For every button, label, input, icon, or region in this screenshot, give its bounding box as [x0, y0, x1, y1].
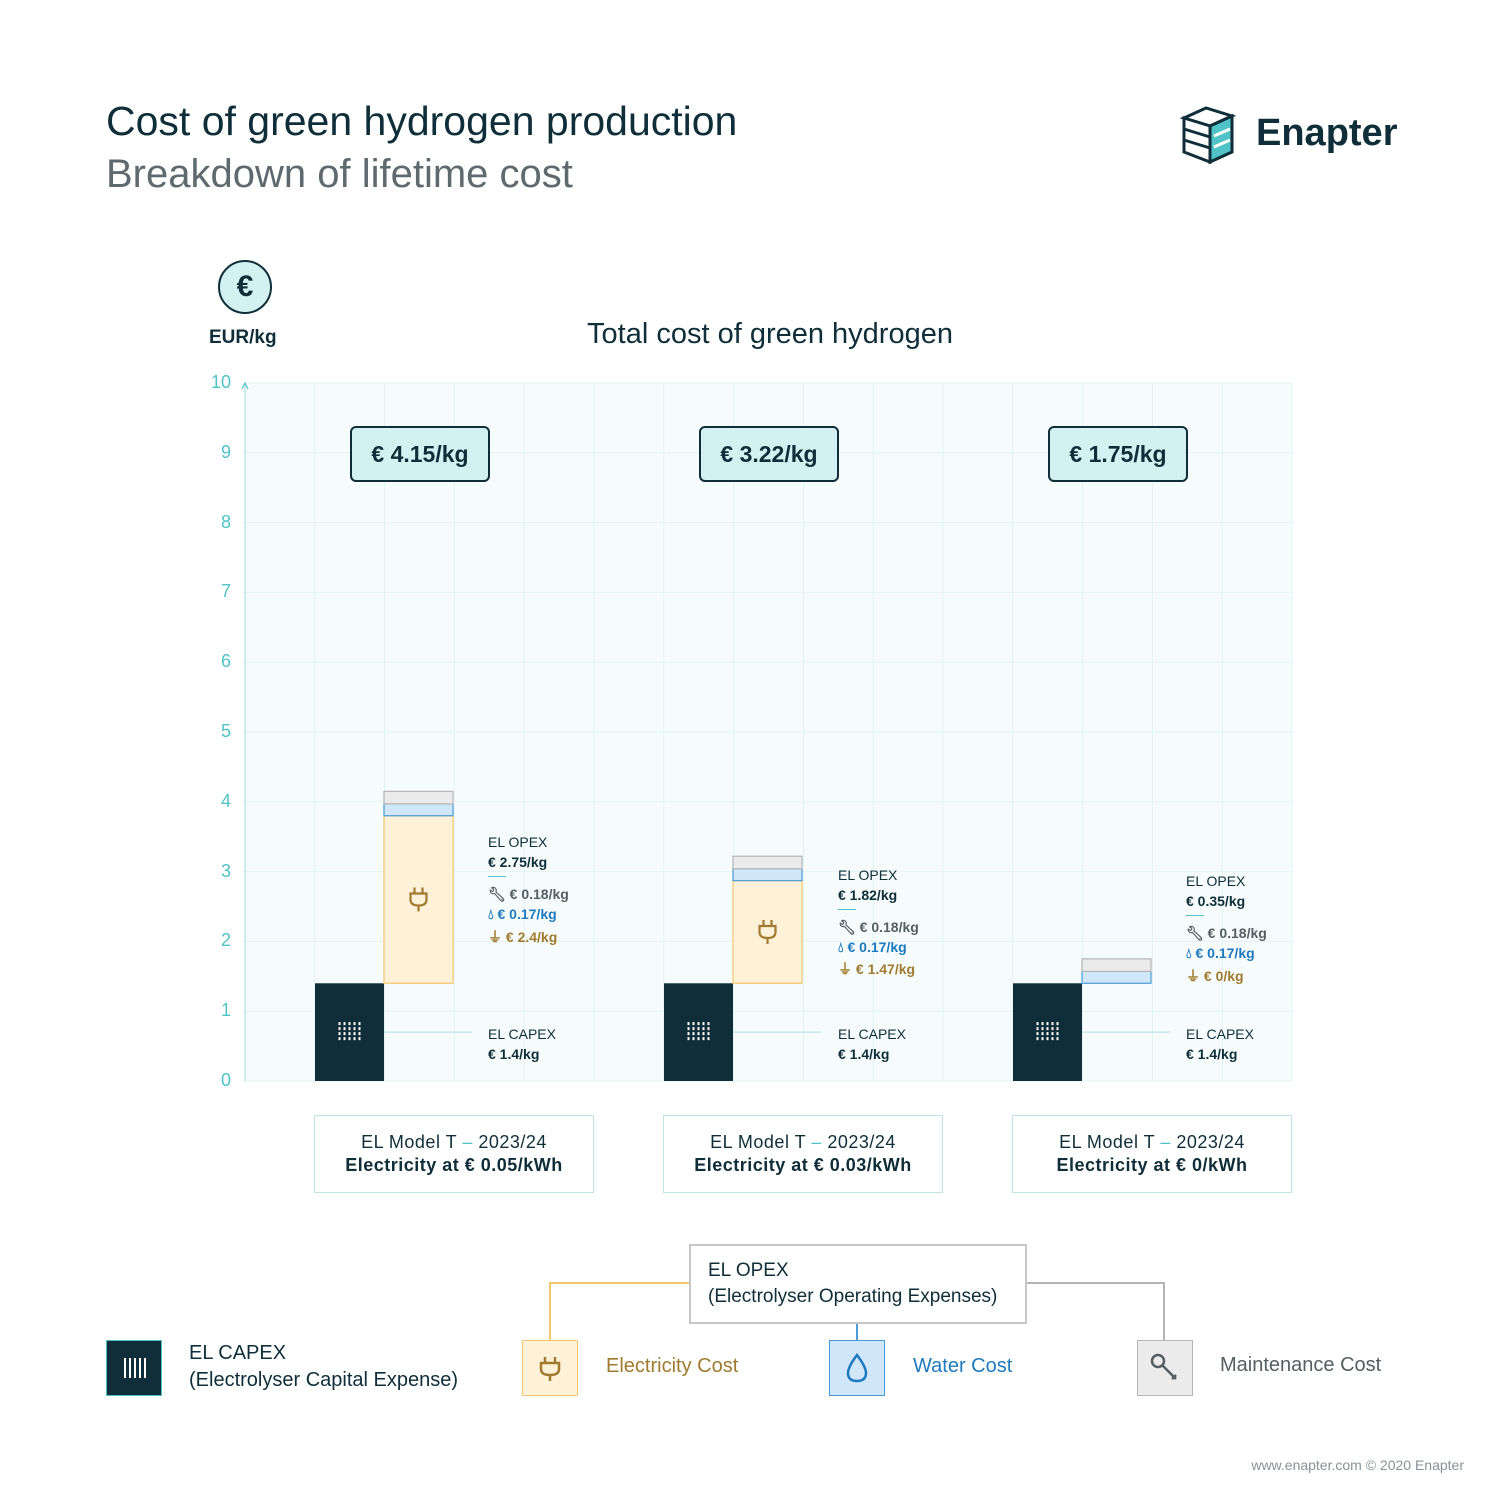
scenario-label-3: EL Model T – 2023/24 Electricity at € 0/…	[1012, 1115, 1292, 1193]
opex-label: EL OPEX	[1186, 873, 1246, 889]
maintenance-annotation-2: 🔧︎ € 0.18/kg	[838, 919, 919, 935]
plug-icon: ⏚	[488, 929, 506, 945]
total-label-1: € 4.15/kg	[350, 426, 490, 482]
legend-maintenance-swatch	[1137, 1340, 1193, 1396]
footer-credit: www.enapter.com © 2020 Enapter	[1251, 1457, 1464, 1473]
y-tick-label: 2	[220, 930, 231, 951]
wrench-icon: 🔧︎	[1186, 925, 1208, 941]
legend-capex-title: EL CAPEX	[189, 1342, 287, 1364]
maintenance-annotation-3: 🔧︎ € 0.18/kg	[1186, 925, 1267, 941]
maintenance-bar	[1081, 958, 1152, 973]
water-bar	[383, 803, 454, 817]
wrench-icon	[1150, 1353, 1177, 1380]
page-subtitle: Breakdown of lifetime cost	[106, 152, 573, 196]
opex-divider	[838, 909, 856, 910]
total-label-3: € 1.75/kg	[1048, 426, 1188, 482]
opex-value: € 1.82/kg	[838, 887, 898, 903]
y-tick-label: 0	[220, 1070, 231, 1090]
maintenance-bar	[383, 790, 454, 805]
opex-value: € 2.75/kg	[488, 854, 548, 870]
electricity-bar	[383, 815, 454, 984]
capex-annotation-3: EL CAPEX € 1.4/kg	[1186, 1024, 1254, 1064]
legend-capex-desc: (Electrolyser Capital Expense)	[189, 1369, 458, 1391]
legend-connectors	[549, 1282, 1165, 1340]
scenario-label-1: EL Model T – 2023/24 Electricity at € 0.…	[314, 1115, 594, 1193]
y-axis-arrow	[241, 381, 249, 390]
brand-name: Enapter	[1256, 112, 1398, 154]
drop-icon: 💧︎	[488, 906, 498, 922]
legend-maintenance-label: Maintenance Cost	[1220, 1354, 1382, 1376]
water-bar	[1081, 970, 1152, 984]
wrench-icon: 🔧︎	[838, 919, 860, 935]
total-label-2: € 3.22/kg	[699, 426, 839, 482]
y-tick-label: 3	[220, 860, 231, 881]
drop-icon: 💧︎	[1186, 945, 1196, 961]
opex-divider	[1186, 915, 1204, 916]
opex-value: € 0.35/kg	[1186, 893, 1246, 909]
y-tick-label: 7	[220, 581, 231, 602]
maintenance-annotation-1: 🔧︎ € 0.18/kg	[488, 886, 569, 902]
chart-svg	[241, 381, 1293, 1082]
plug-icon: ⏚	[838, 961, 856, 977]
y-tick-label: 10	[210, 372, 231, 392]
y-tick-label: 6	[220, 651, 231, 672]
brand-logo: Enapter	[1179, 104, 1410, 165]
legend-opex-title: EL OPEX	[708, 1260, 789, 1281]
chart-title: Total cost of green hydrogen	[587, 318, 953, 350]
opex-label: EL OPEX	[488, 834, 548, 850]
plug-icon	[758, 919, 777, 944]
euro-icon: €	[218, 260, 272, 314]
legend-opex-desc: (Electrolyser Operating Expenses)	[708, 1286, 998, 1307]
legend-capex-swatch	[106, 1340, 162, 1396]
capex-label: EL CAPEX	[488, 1026, 556, 1042]
electricity-bar	[732, 880, 803, 984]
opex-label: EL OPEX	[838, 867, 898, 883]
y-tick-label: 1	[220, 1000, 231, 1021]
opex-annotation-2: EL OPEX € 1.82/kg	[838, 865, 897, 905]
legend-water-label: Water Cost	[913, 1355, 1013, 1377]
wrench-icon: 🔧︎	[488, 886, 510, 902]
capex-annotation-1: EL CAPEX € 1.4/kg	[488, 1024, 556, 1064]
legend-water-swatch	[829, 1340, 885, 1396]
opex-divider	[488, 876, 506, 877]
page-title: Cost of green hydrogen production	[106, 98, 738, 144]
water-bar	[732, 868, 803, 882]
opex-annotation-1: EL OPEX € 2.75/kg	[488, 832, 547, 872]
scenario-label-2: EL Model T – 2023/24 Electricity at € 0.…	[663, 1115, 943, 1193]
capex-value: € 1.4/kg	[838, 1046, 890, 1062]
electricity-annotation-2: ⏚ € 1.47/kg	[838, 961, 916, 977]
electricity-annotation-3: ⏚ € 0/kg	[1186, 968, 1244, 984]
water-annotation-3: 💧︎ € 0.17/kg	[1186, 945, 1255, 961]
opex-annotation-3: EL OPEX € 0.35/kg	[1186, 871, 1245, 911]
water-drop-icon	[846, 1352, 868, 1383]
legend-electricity-swatch	[522, 1340, 578, 1396]
capex-value: € 1.4/kg	[1186, 1046, 1238, 1062]
legend-opex-box: EL OPEX (Electrolyser Operating Expenses…	[689, 1244, 1027, 1324]
y-axis-unit: EUR/kg	[209, 327, 277, 348]
water-annotation-1: 💧︎ € 0.17/kg	[488, 906, 557, 922]
y-tick-label: 4	[220, 790, 231, 811]
electricity-annotation-1: ⏚ € 2.4/kg	[488, 929, 558, 945]
capex-label: EL CAPEX	[838, 1026, 906, 1042]
electrolyser-icon	[124, 1358, 146, 1378]
plug-icon	[409, 887, 428, 912]
y-tick-label: 5	[220, 721, 231, 741]
plug-icon: ⏚	[1186, 968, 1204, 984]
y-tick-label: 9	[220, 441, 231, 462]
enapter-logo-icon	[1179, 106, 1237, 165]
capex-annotation-2: EL CAPEX € 1.4/kg	[838, 1024, 906, 1064]
capex-label: EL CAPEX	[1186, 1026, 1254, 1042]
capex-value: € 1.4/kg	[488, 1046, 540, 1062]
y-tick-label: 8	[220, 511, 231, 532]
maintenance-bar	[732, 855, 803, 870]
plug-icon	[539, 1357, 561, 1381]
drop-icon: 💧︎	[838, 939, 848, 955]
legend-electricity-label: Electricity Cost	[606, 1355, 739, 1377]
water-annotation-2: 💧︎ € 0.17/kg	[838, 939, 907, 955]
